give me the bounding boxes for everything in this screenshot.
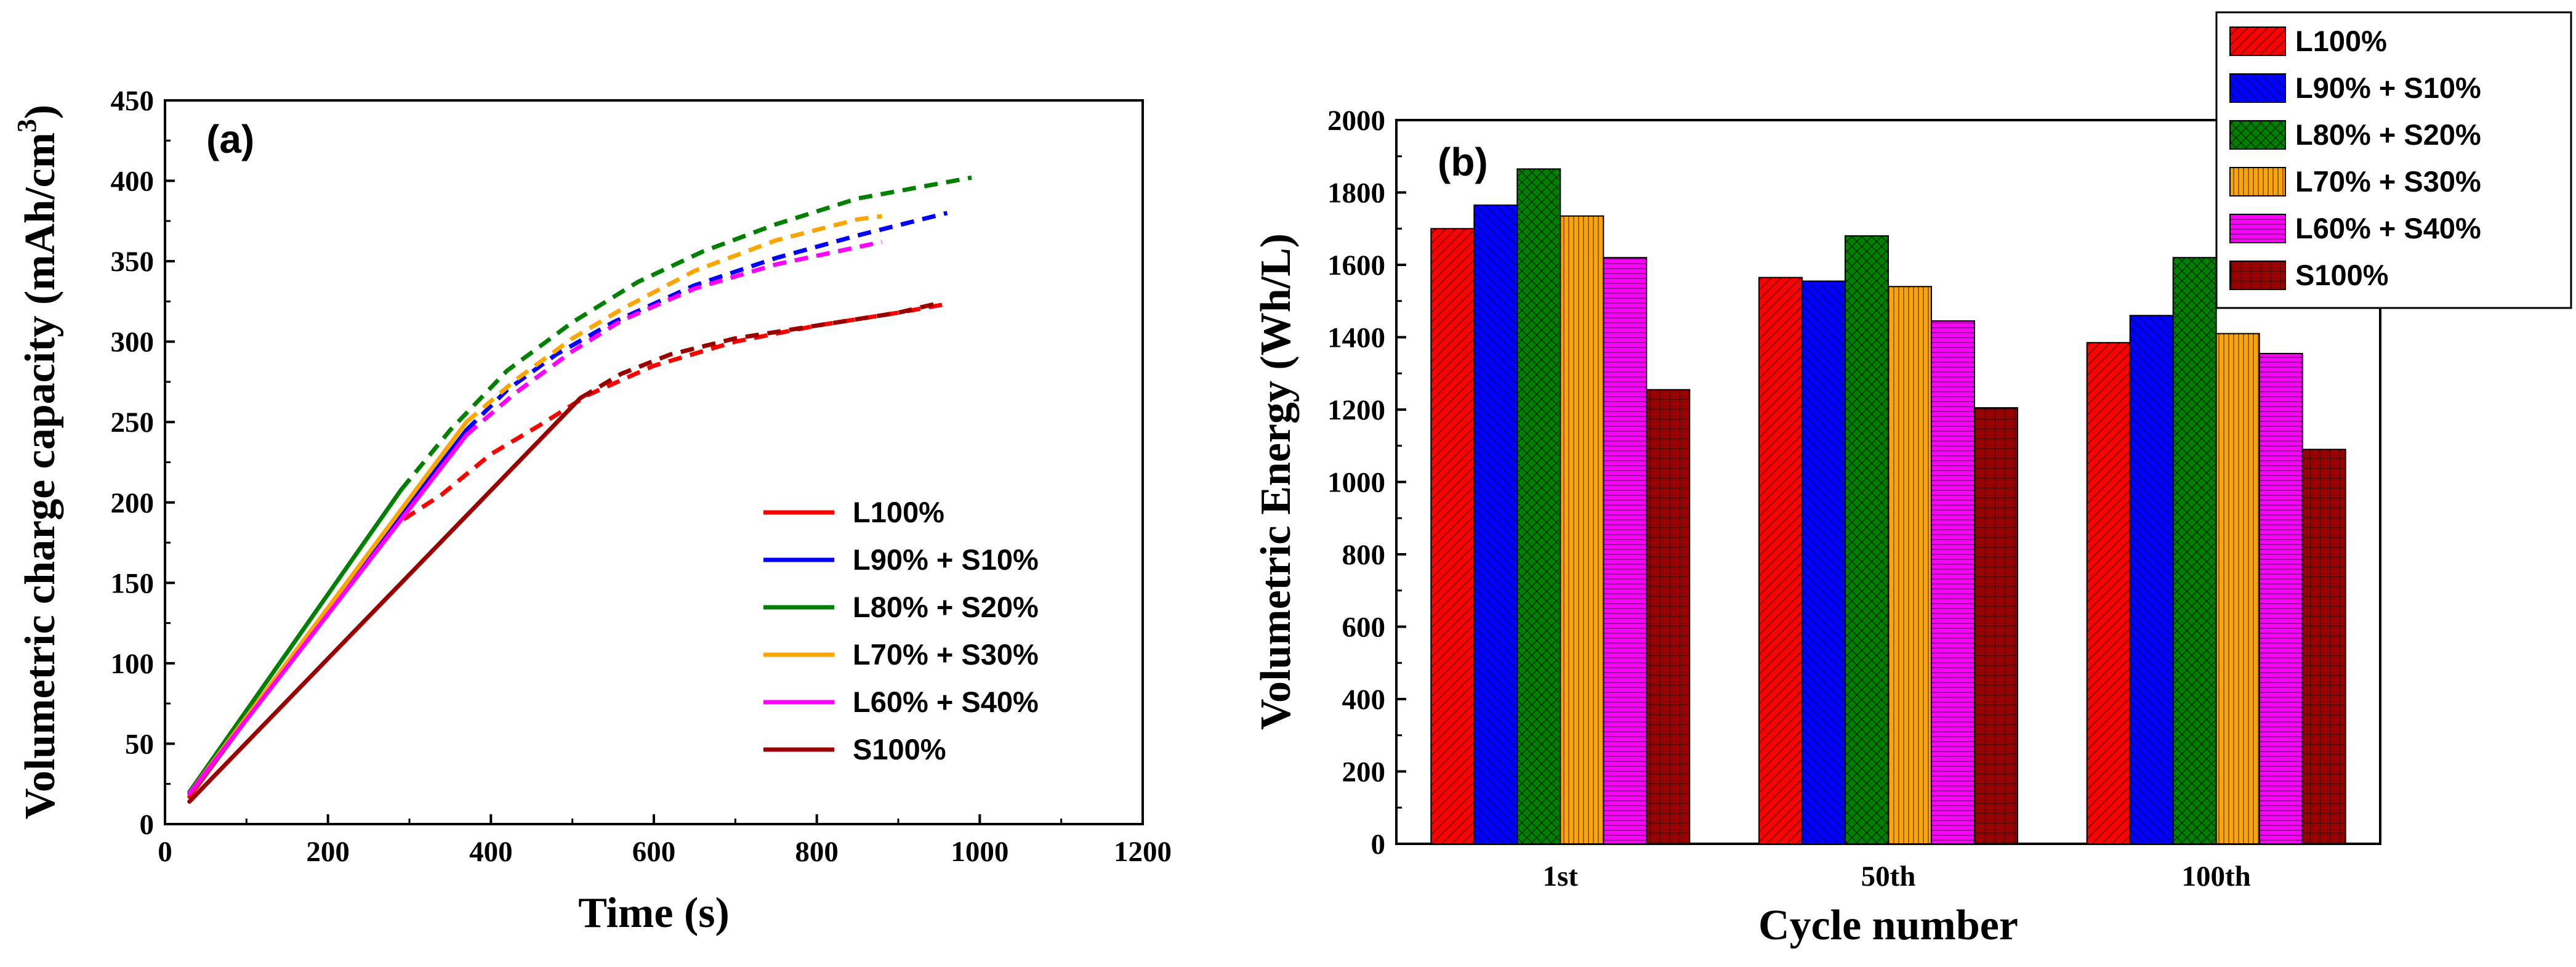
legend-label: L100%	[2295, 25, 2387, 57]
x-tick-label: 600	[632, 836, 676, 868]
legend-label: L80% + S20%	[2295, 118, 2481, 151]
bar	[1603, 257, 1648, 844]
bar	[1430, 228, 1475, 844]
bar	[1646, 389, 1691, 844]
legend-label: L60% + S40%	[853, 686, 1039, 718]
axis-ticks: 0 200 400 600 800 1000 1200 0 50 100 150 200 250 300 3…	[111, 85, 1172, 868]
y-axis-label-close: )	[17, 105, 64, 119]
legend-label: L90% + S10%	[853, 543, 1039, 576]
series-line-dashed	[384, 302, 944, 533]
x-axis-label: Cycle number	[1758, 902, 2018, 949]
y-tick-label: 300	[111, 326, 155, 358]
y-tick-label: 50	[125, 728, 154, 760]
y-tick-label: 1600	[1327, 249, 1385, 281]
legend-swatch	[2229, 26, 2286, 56]
bar	[2258, 352, 2303, 844]
series-line-dashed	[579, 301, 940, 400]
x-tick-label: 1st	[1543, 860, 1579, 892]
bar	[2215, 333, 2260, 844]
y-tick-label: 450	[111, 85, 155, 117]
y-tick-label: 350	[111, 246, 155, 278]
y-tick-label: 1800	[1327, 177, 1385, 209]
bar	[1845, 235, 1889, 844]
y-tick-label: 100	[111, 648, 155, 680]
legend-label: L90% + S10%	[2295, 71, 2481, 104]
legend-label: L80% + S20%	[853, 591, 1039, 623]
y-tick-label: 2000	[1327, 105, 1385, 137]
series-line-solid	[187, 395, 583, 804]
y-axis-label: Volumetric Energy (Wh/L)	[1252, 233, 1300, 730]
bar	[1560, 215, 1604, 844]
legend-swatch	[2229, 261, 2286, 290]
bar	[1473, 204, 1518, 844]
y-tick-label: 200	[1342, 756, 1386, 788]
bars	[1430, 168, 2346, 844]
legend-swatch	[2229, 214, 2286, 243]
x-tick-label: 400	[469, 836, 513, 868]
y-tick-label: 400	[111, 166, 155, 198]
legend-label: L60% + S40%	[2295, 212, 2481, 245]
bar	[1931, 320, 1975, 844]
legend: L100% L90% + S10% L80% + S20% L70% + S30% L6…	[763, 496, 1039, 766]
bar	[1888, 286, 1932, 844]
series-line-dashed	[465, 211, 948, 432]
series-line-solid	[187, 432, 469, 796]
y-axis-label: Volumetric charge capacity (mAh/cm3)	[12, 105, 64, 820]
legend-label: S100%	[2295, 259, 2389, 291]
x-tick-label: 100th	[2182, 860, 2251, 892]
y-tick-label: 1400	[1327, 322, 1385, 354]
bar	[1974, 407, 2018, 844]
bar	[2172, 257, 2217, 844]
y-tick-label: 250	[111, 407, 155, 439]
bar	[1758, 277, 1803, 844]
legend-label: L70% + S30%	[2295, 165, 2481, 198]
series-line-dashed	[465, 240, 883, 437]
line-chart-panel: 0 200 400 600 800 1000 1200 0 50 100 150 200 250 300 3…	[12, 85, 1172, 937]
legend-swatch	[2229, 120, 2286, 150]
legend-label: S100%	[853, 733, 946, 766]
bar	[1516, 168, 1561, 844]
y-tick-label: 150	[111, 567, 155, 599]
y-tick-label: 1000	[1327, 467, 1385, 499]
x-axis-label: Time (s)	[578, 889, 730, 937]
y-tick-label: 1200	[1327, 394, 1385, 426]
bar	[1801, 280, 1846, 844]
legend-label: L100%	[853, 496, 944, 528]
series-line-solid	[187, 487, 404, 795]
legend-frame	[2215, 11, 2572, 309]
x-tick-label: 50th	[1861, 860, 1916, 892]
bar	[2086, 342, 2131, 844]
y-tick-label: 800	[1342, 539, 1386, 571]
y-axis-label-main: Volumetric charge capacity (mAh/cm	[17, 132, 64, 819]
bar	[2129, 315, 2174, 844]
panel-label: (b)	[1438, 140, 1488, 184]
legend-label: L70% + S30%	[853, 638, 1039, 671]
y-tick-label: 400	[1342, 684, 1386, 716]
legend: L100% L90% + S10% L80% + S20% L70% + S30% L6…	[2215, 11, 2572, 309]
legend-swatch	[2229, 73, 2286, 103]
bar-chart-panel: 0 200 400 600 800 1000 1200 1400 1600 1800 2000 1st…	[1252, 11, 2572, 949]
series-lines	[187, 175, 972, 804]
x-tick-label: 200	[306, 836, 350, 868]
series-line-dashed	[400, 175, 972, 492]
y-tick-label: 200	[111, 487, 155, 519]
legend-swatch	[2229, 167, 2286, 196]
x-tick-label: 0	[158, 836, 172, 868]
bar	[2301, 448, 2346, 844]
panel-label: (a)	[206, 117, 254, 161]
x-tick-label: 1000	[951, 836, 1008, 868]
y-tick-label: 0	[140, 809, 155, 841]
y-axis-label-superscript: 3	[12, 119, 42, 132]
axis-ticks: 0 200 400 600 800 1000 1200 1400 1600 1800 2000 1st…	[1327, 105, 2251, 892]
x-tick-label: 800	[795, 836, 839, 868]
series-line-dashed	[465, 214, 882, 424]
y-tick-label: 600	[1342, 612, 1386, 644]
x-tick-label: 1200	[1114, 836, 1172, 868]
y-tick-label: 0	[1371, 828, 1386, 860]
